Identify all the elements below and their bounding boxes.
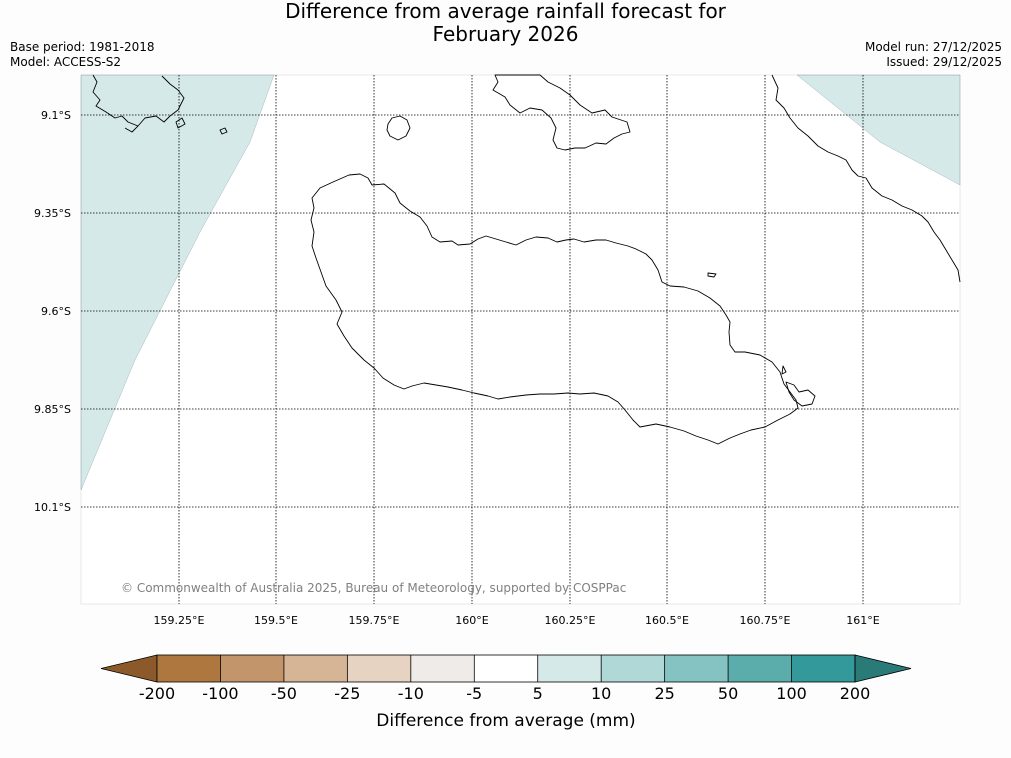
map-frame xyxy=(80,74,961,605)
colorbar-segment xyxy=(347,655,412,682)
russell-islands-coastline xyxy=(92,74,186,133)
meta-right: Model run: 27/12/2025 Issued: 29/12/2025 xyxy=(865,40,1002,70)
colorbar-segment xyxy=(157,655,221,682)
colorbar-segment xyxy=(474,655,539,682)
colorbar-segment xyxy=(728,655,793,682)
colorbar-segment xyxy=(601,655,666,682)
small-islet-east xyxy=(707,272,717,278)
lat-label: 9.6°S xyxy=(41,305,71,318)
base-period-text: Base period: 1981-2018 xyxy=(10,40,155,54)
savo-island-coastline xyxy=(386,115,411,141)
colorbar-tick-label: -25 xyxy=(334,684,360,703)
model-run-text: Model run: 27/12/2025 xyxy=(864,40,1002,54)
lon-label: 160.5°E xyxy=(645,614,689,627)
lat-label: 9.35°S xyxy=(34,207,71,220)
colorbar-tick-label: -100 xyxy=(202,684,238,703)
graticule xyxy=(81,75,960,604)
small-islet-west xyxy=(219,127,228,135)
lat-label: 9.85°S xyxy=(34,403,71,416)
colorbar-tick-label: 25 xyxy=(654,684,674,703)
colorbar-segment xyxy=(283,655,348,682)
lon-label: 159.25°E xyxy=(154,614,205,627)
colorbar-tick-label: -10 xyxy=(398,684,424,703)
colorbar-tick-label: 5 xyxy=(533,684,543,703)
colorbar-tick-label: 10 xyxy=(591,684,611,703)
guadalcanal-coastline xyxy=(310,173,799,445)
issued-text: Issued: 29/12/2025 xyxy=(886,55,1002,69)
colorbar-tick-label: -50 xyxy=(271,684,297,703)
lon-label: 159.5°E xyxy=(254,614,298,627)
colorbar-tick-label: -200 xyxy=(139,684,175,703)
coastlines xyxy=(92,74,961,445)
map-title: Difference from average rainfall forecas… xyxy=(0,0,1011,46)
colorbar-segment xyxy=(791,655,856,682)
colorbar-tick-label: -5 xyxy=(466,684,482,703)
colorbar-tick-label: 200 xyxy=(840,684,871,703)
meta-left: Base period: 1981-2018 Model: ACCESS-S2 xyxy=(10,40,155,70)
colorbar-segment xyxy=(537,655,602,682)
copyright-text: © Commonwealth of Australia 2025, Bureau… xyxy=(121,581,626,595)
colorbar-under-arrow xyxy=(100,654,158,683)
colorbar: -200 -100 -50 -25 -10 -5 5 10 25 50 100 200 Differe… xyxy=(100,654,912,731)
lon-label: 160.25°E xyxy=(545,614,596,627)
title-line-2: February 2026 xyxy=(432,22,579,46)
shaded-region-northeast xyxy=(796,74,961,186)
lat-label: 9.1°S xyxy=(41,109,71,122)
colorbar-segment xyxy=(664,655,729,682)
model-text: Model: ACCESS-S2 xyxy=(10,55,122,69)
florida-island-coastline xyxy=(492,74,631,151)
marau-islets xyxy=(781,365,816,407)
lat-label: 10.1°S xyxy=(34,501,71,514)
colorbar-tick-label: 50 xyxy=(718,684,738,703)
colorbar-label: Difference from average (mm) xyxy=(376,711,635,731)
lon-label: 161°E xyxy=(846,614,879,627)
title-line-1: Difference from average rainfall forecas… xyxy=(285,0,726,23)
malaita-coastline xyxy=(771,74,961,283)
colorbar-segment xyxy=(410,655,475,682)
colorbar-tick-label: 100 xyxy=(776,684,807,703)
colorbar-segment xyxy=(220,655,285,682)
lon-label: 160.75°E xyxy=(740,614,791,627)
colorbar-segments xyxy=(157,655,856,682)
lon-label: 159.75°E xyxy=(349,614,400,627)
colorbar-over-arrow xyxy=(854,654,912,683)
shaded-region-west xyxy=(80,74,275,491)
lon-label: 160°E xyxy=(455,614,488,627)
